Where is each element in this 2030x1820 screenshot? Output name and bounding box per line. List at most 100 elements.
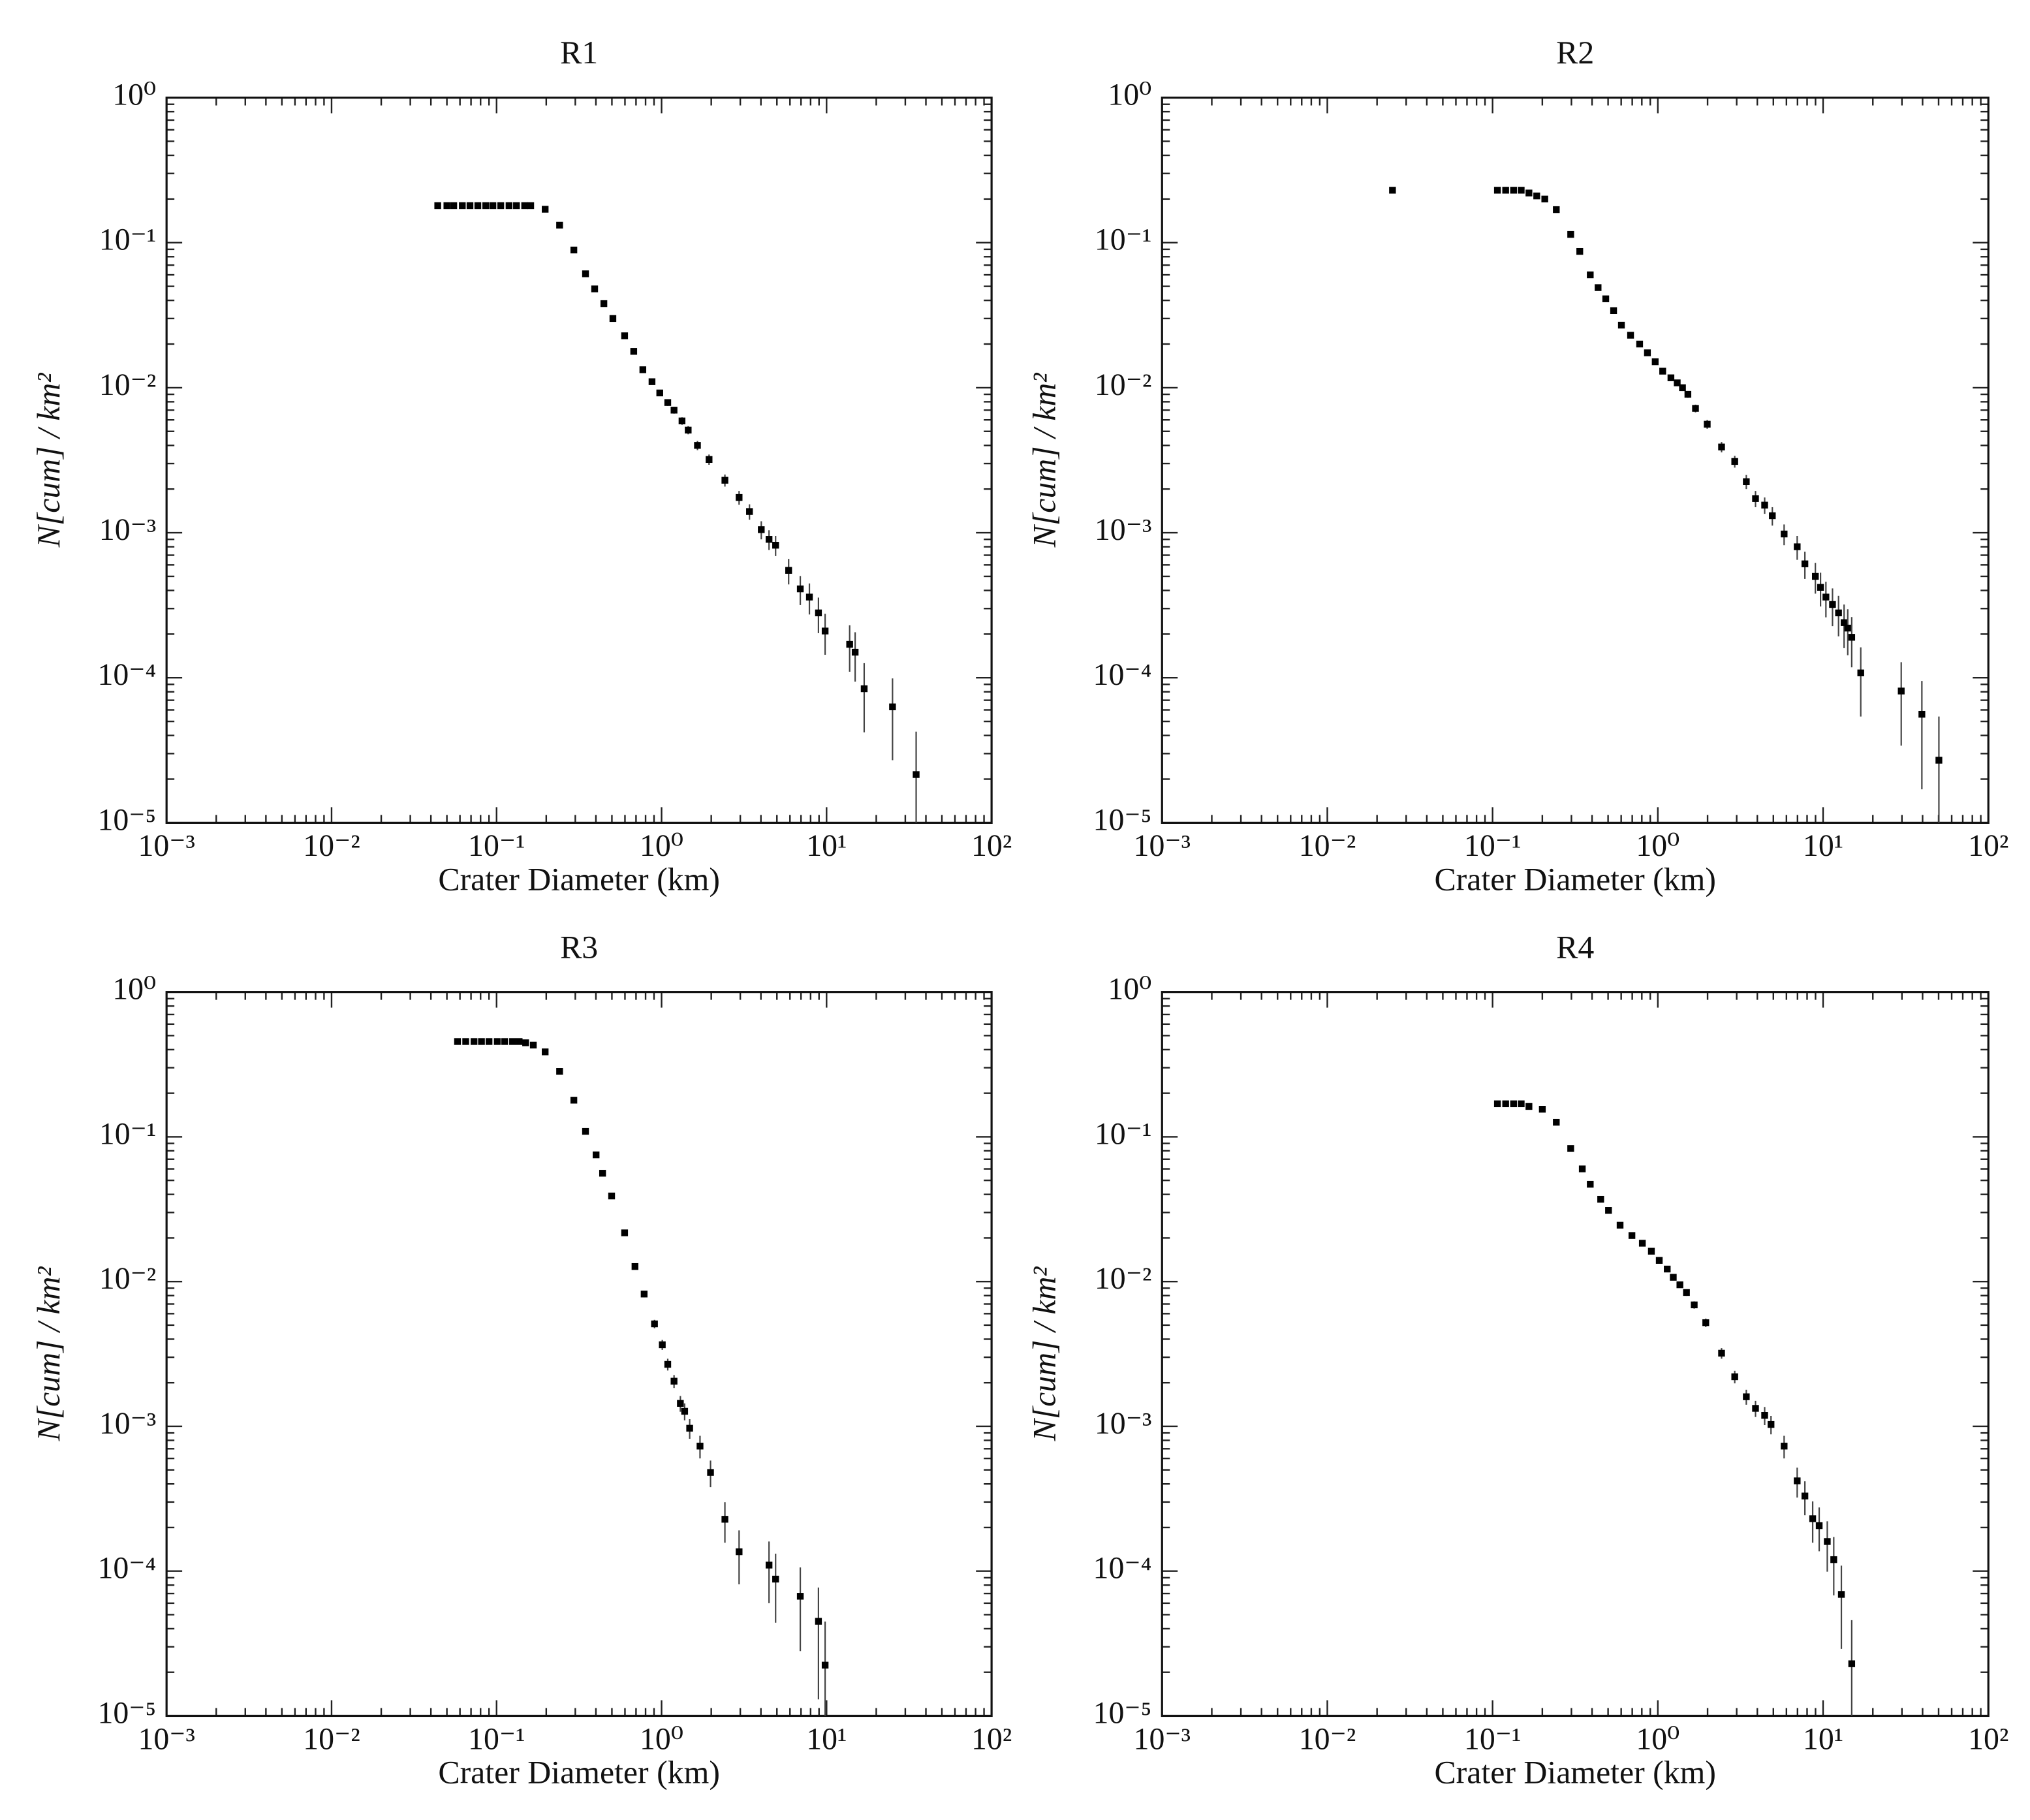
- data-point: [678, 417, 686, 424]
- data-point: [1493, 1100, 1501, 1108]
- data-point: [670, 1377, 678, 1385]
- data-point: [681, 1407, 689, 1415]
- data-point: [1761, 501, 1768, 509]
- data-point: [1812, 573, 1819, 580]
- y-tick-label: 10⁻⁵: [1093, 802, 1152, 837]
- data-point: [1801, 560, 1809, 567]
- data-point: [651, 1320, 658, 1328]
- data-point: [1587, 271, 1594, 279]
- data-point: [570, 1097, 578, 1104]
- y-tick-label: 10⁻⁴: [1093, 657, 1152, 692]
- data-point: [1679, 384, 1686, 392]
- data-point: [459, 202, 466, 210]
- data-point: [521, 202, 528, 210]
- plot-frame: [165, 96, 993, 824]
- y-tick-label: 10⁻⁵: [97, 1695, 156, 1730]
- data-point: [1702, 1319, 1710, 1326]
- data-point: [1857, 669, 1864, 676]
- data-point: [599, 1170, 606, 1177]
- data-point: [501, 1038, 508, 1045]
- data-point: [670, 407, 678, 414]
- data-point: [542, 206, 549, 213]
- data-point: [591, 285, 599, 292]
- y-tick-label: 10⁻²: [99, 1261, 156, 1296]
- chart-title: R2: [1556, 35, 1594, 71]
- data-point: [582, 1127, 589, 1135]
- y-tick-label: 10⁰: [1108, 78, 1151, 112]
- data-point: [1817, 584, 1824, 591]
- data-point: [785, 567, 792, 574]
- data-point: [489, 202, 497, 210]
- data-point: [1837, 1591, 1845, 1598]
- data-point: [1651, 358, 1659, 366]
- data-point: [1610, 307, 1617, 315]
- data-point: [1595, 284, 1602, 291]
- x-tick-label: 10⁻³: [1134, 828, 1191, 863]
- data-point: [1647, 1247, 1655, 1255]
- x-tick-label: 10²: [971, 828, 1012, 863]
- data-point: [1616, 1221, 1624, 1229]
- y-axis-label: N[cum] / km²: [1026, 372, 1062, 548]
- chart-title: R4: [1556, 929, 1594, 965]
- data-point: [1676, 1281, 1683, 1289]
- y-tick-label: 10⁰: [112, 972, 156, 1007]
- data-point: [851, 648, 859, 656]
- x-axis-label: Crater Diameter (km): [438, 1755, 720, 1791]
- x-tick-label: 10¹: [1803, 1721, 1843, 1756]
- data-point: [736, 1548, 743, 1556]
- data-point: [1533, 192, 1540, 200]
- data-point: [815, 1618, 822, 1625]
- data-point: [1731, 458, 1738, 465]
- data-point: [694, 442, 701, 449]
- data-point: [434, 202, 441, 210]
- data-point: [860, 685, 868, 693]
- data-point: [1655, 1257, 1663, 1264]
- x-axis-label: Crater Diameter (km): [1434, 1755, 1716, 1791]
- data-point: [1718, 1349, 1725, 1357]
- data-point: [706, 456, 713, 463]
- x-tick-label: 10⁻²: [1299, 828, 1356, 863]
- data-point: [1659, 368, 1666, 375]
- data-point: [821, 1661, 829, 1669]
- x-tick-label: 10¹: [1803, 828, 1843, 863]
- data-point: [1822, 593, 1830, 601]
- data-point: [570, 246, 578, 254]
- data-point: [1525, 189, 1533, 196]
- data-point: [796, 1593, 804, 1600]
- data-point: [1918, 710, 1926, 718]
- data-point: [1684, 390, 1692, 398]
- data-point: [1553, 206, 1560, 213]
- data-point: [1587, 1180, 1594, 1188]
- data-point: [664, 1360, 672, 1368]
- x-axis-label: Crater Diameter (km): [1434, 862, 1716, 898]
- y-tick-label: 10⁻⁴: [97, 1551, 156, 1586]
- data-point: [765, 536, 773, 543]
- data-point: [1692, 405, 1699, 412]
- x-tick-label: 10⁻¹: [1464, 1721, 1521, 1756]
- data-point: [1743, 1393, 1750, 1400]
- x-tick-label: 10⁰: [640, 828, 683, 863]
- data-point: [556, 221, 563, 229]
- data-point: [639, 366, 647, 373]
- data-point: [542, 1048, 549, 1056]
- data-point: [815, 609, 822, 617]
- data-point: [765, 1561, 773, 1569]
- data-point: [1502, 187, 1509, 194]
- data-point: [664, 399, 672, 406]
- x-tick-label: 10⁻¹: [468, 1721, 525, 1756]
- data-point: [609, 315, 617, 322]
- y-tick-label: 10⁰: [112, 78, 156, 112]
- data-point: [1683, 1289, 1690, 1296]
- y-axis-label: N[cum] / km²: [1026, 1266, 1062, 1442]
- x-tick-label: 10⁻¹: [1464, 828, 1521, 863]
- y-axis-label: N[cum] / km²: [31, 372, 67, 548]
- x-tick-label: 10⁻³: [1134, 1721, 1191, 1756]
- data-point: [509, 1038, 516, 1045]
- data-point: [1567, 1145, 1574, 1152]
- data-point: [1567, 230, 1574, 238]
- x-tick-label: 10²: [1968, 1721, 2008, 1756]
- x-tick-label: 10¹: [806, 1721, 847, 1756]
- data-point: [685, 426, 692, 434]
- data-point: [1664, 1265, 1671, 1273]
- data-point: [1627, 332, 1634, 339]
